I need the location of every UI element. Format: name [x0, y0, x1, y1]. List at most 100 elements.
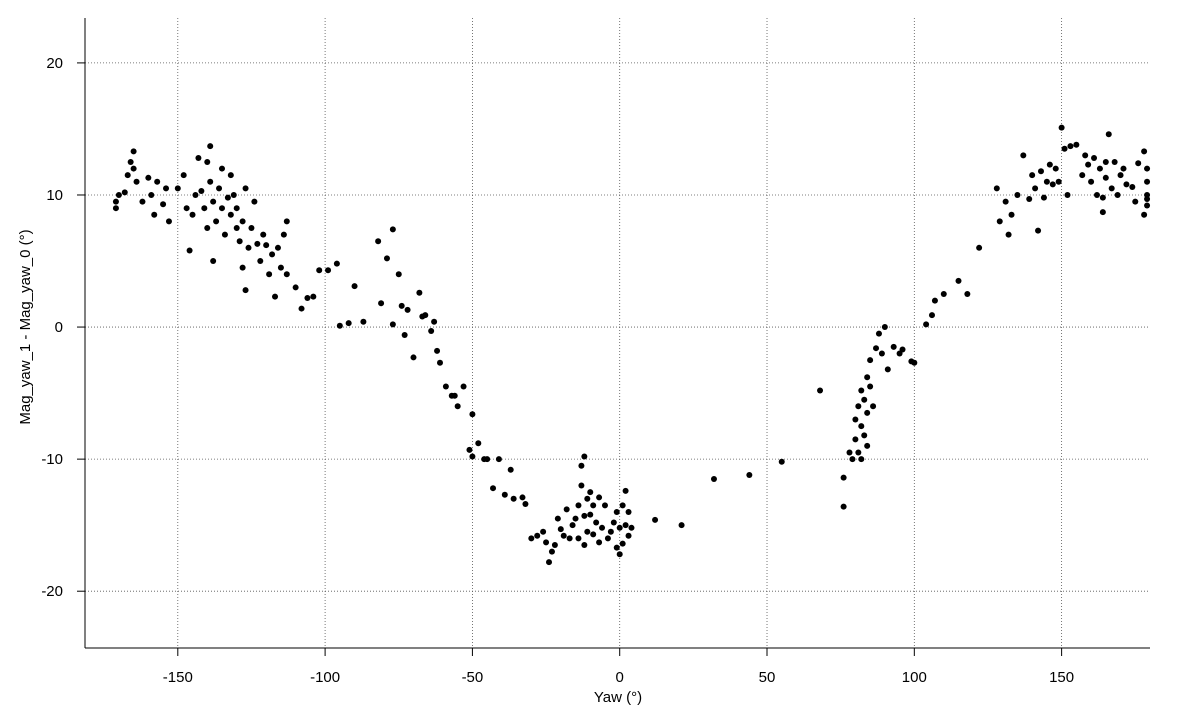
point	[548, 548, 555, 555]
point	[593, 519, 600, 526]
point	[1114, 191, 1121, 198]
point	[210, 258, 217, 265]
point	[218, 165, 225, 172]
point	[1132, 198, 1139, 205]
x-tick-label: 150	[1049, 669, 1074, 686]
point	[1129, 184, 1136, 191]
point	[846, 449, 853, 456]
y-tick-label: -10	[41, 451, 63, 468]
point	[519, 494, 526, 501]
point	[1061, 145, 1068, 152]
point	[292, 284, 299, 291]
point	[224, 194, 231, 201]
point	[233, 225, 240, 231]
point	[881, 324, 888, 331]
point	[616, 524, 623, 531]
point	[213, 218, 220, 225]
point	[383, 255, 390, 262]
point	[201, 205, 208, 212]
point	[840, 503, 847, 510]
point	[840, 474, 847, 481]
point	[248, 225, 255, 231]
point	[1091, 155, 1098, 161]
point	[495, 456, 502, 463]
point	[522, 501, 529, 508]
point	[584, 495, 591, 502]
point	[625, 532, 632, 539]
point	[378, 300, 385, 307]
point	[260, 231, 267, 238]
point	[554, 515, 561, 522]
point	[310, 293, 317, 300]
point	[940, 291, 947, 298]
point	[484, 456, 491, 463]
point	[266, 271, 273, 278]
x-tick-label: -100	[310, 669, 340, 686]
point	[976, 244, 983, 251]
point	[151, 211, 158, 218]
x-tick-label: 100	[902, 669, 927, 686]
point	[1058, 124, 1065, 131]
point	[404, 306, 411, 313]
point	[1102, 174, 1109, 181]
point	[884, 366, 891, 373]
point	[584, 528, 591, 535]
point	[557, 526, 564, 533]
point	[590, 502, 597, 509]
point	[112, 198, 119, 205]
point	[996, 218, 1003, 225]
point	[442, 383, 449, 390]
point	[466, 446, 473, 453]
point	[145, 174, 152, 181]
point	[130, 165, 137, 172]
point	[1108, 185, 1115, 192]
point	[401, 331, 408, 338]
point	[858, 456, 865, 463]
point	[601, 502, 608, 509]
point	[1029, 172, 1036, 179]
point	[864, 442, 871, 449]
point	[581, 453, 588, 460]
point	[1073, 141, 1080, 148]
point	[1005, 231, 1012, 238]
x-tick-label: 0	[616, 669, 624, 686]
point	[1014, 191, 1021, 198]
point	[852, 416, 859, 423]
point	[867, 357, 874, 364]
point	[1105, 131, 1112, 138]
point	[590, 531, 597, 538]
y-tick-label: -20	[41, 583, 63, 600]
point	[1144, 195, 1151, 202]
point	[1141, 148, 1148, 155]
point	[870, 403, 877, 410]
point	[130, 148, 137, 155]
point	[410, 354, 417, 361]
point	[389, 226, 396, 233]
point	[546, 559, 553, 566]
point	[139, 198, 146, 205]
point	[283, 271, 290, 278]
point	[911, 359, 918, 366]
point	[1144, 178, 1151, 185]
point	[746, 471, 753, 478]
point	[507, 466, 514, 473]
x-axis-label: Yaw (°)	[594, 689, 642, 706]
point	[469, 411, 476, 418]
point	[610, 519, 617, 526]
y-tick-label: 10	[46, 187, 63, 204]
point	[652, 516, 659, 523]
point	[858, 423, 865, 430]
y-tick-label: 0	[55, 319, 63, 336]
point	[817, 387, 824, 394]
point	[416, 289, 423, 296]
point	[236, 238, 243, 245]
point	[1093, 191, 1100, 198]
point	[395, 271, 402, 278]
point	[115, 191, 122, 198]
point	[325, 267, 332, 274]
x-tick-label: -50	[462, 669, 484, 686]
point	[360, 318, 367, 325]
point	[1043, 178, 1050, 185]
point	[274, 244, 281, 251]
point	[428, 328, 435, 335]
